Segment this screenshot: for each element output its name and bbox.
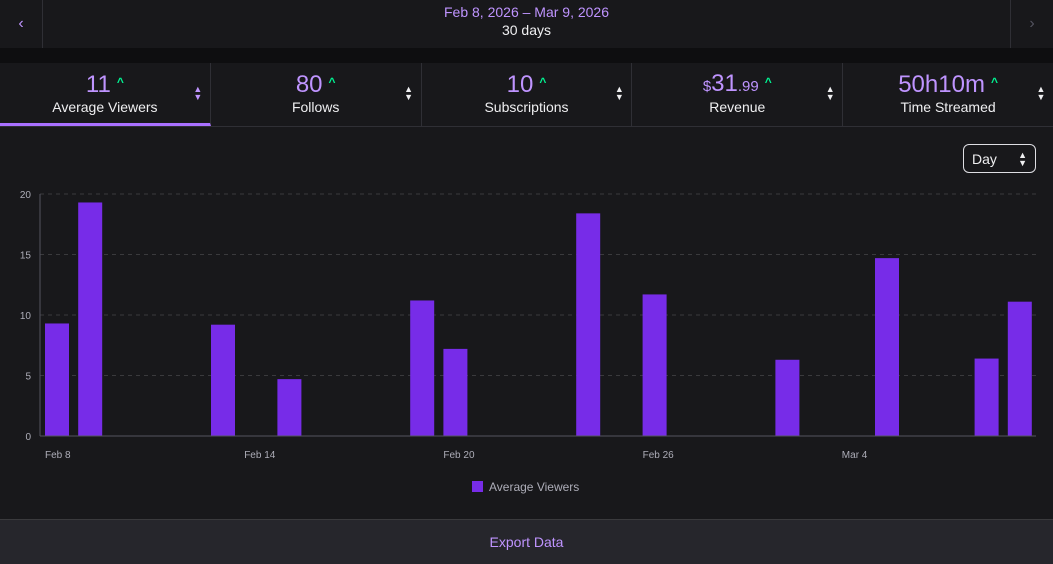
revenue-value: $31.99 (703, 70, 759, 101)
x-tick-label: Mar 4 (842, 450, 868, 461)
bar-mar-5 (875, 258, 899, 436)
sort-icon: ▲ ▼ (614, 84, 624, 102)
x-tick-label: Feb 26 (643, 450, 675, 461)
bar-feb-13 (211, 324, 235, 436)
revenue-cents: .99 (737, 77, 759, 95)
bar-feb-9 (78, 202, 103, 436)
day-count-label: 30 days (501, 22, 552, 38)
revenue-dollars: 31 (711, 69, 738, 97)
trend-up-icon: ^ (328, 75, 336, 89)
stat-tab-time-streamed[interactable]: 50h10m ^ Time Streamed ▲ ▼ (843, 63, 1053, 126)
bar-feb-24 (576, 213, 601, 436)
sort-icon: ▲ ▼ (193, 84, 203, 102)
section-divider (0, 49, 1053, 63)
time-streamed-value: 50h10m (898, 71, 985, 98)
y-tick-label: 15 (20, 251, 32, 262)
chart-bars (45, 202, 1032, 436)
sort-icon: ▲ ▼ (404, 84, 414, 102)
bar-mar-8 (974, 358, 999, 436)
chevron-left-icon: ‹ (18, 15, 24, 32)
bar-feb-15 (277, 379, 302, 436)
granularity-value: Day (972, 150, 997, 167)
trend-up-icon: ^ (539, 75, 547, 89)
date-range-bar: ‹ Feb 8, 2026 – Mar 9, 2026 30 days › (0, 0, 1053, 49)
chart-grid (40, 193, 1036, 376)
sort-icon: ▲ ▼ (825, 84, 835, 102)
chart-legend: Average Viewers (472, 480, 579, 494)
bar-mar-9 (1007, 301, 1032, 436)
x-tick-label: Feb 20 (443, 450, 475, 461)
y-tick-label: 5 (25, 372, 31, 383)
trend-up-icon: ^ (764, 75, 772, 89)
export-data-button[interactable]: Export Data (0, 519, 1053, 564)
bar-mar-2 (775, 359, 800, 436)
sort-icon: ▲ ▼ (1036, 84, 1046, 102)
date-range: Feb 8, 2026 – Mar 9, 2026 30 days (42, 4, 1011, 40)
stat-tab-revenue[interactable]: $31.99 ^ Revenue ▲ ▼ (632, 63, 844, 126)
stat-tabs: 11 ^ Average Viewers ▲ ▼ 80 ^ Follows ▲ ▼ … (0, 63, 1053, 127)
chart-axes: 0 5 10 15 20 Feb 8 Feb 14 Feb 20 Feb 26 Mar 4 (20, 190, 1036, 461)
bar-feb-8 (45, 323, 69, 436)
average-viewers-label: Average Viewers (52, 99, 158, 115)
bar-feb-20 (443, 348, 468, 436)
bar-feb-26 (642, 294, 667, 436)
bar-feb-19 (410, 300, 435, 436)
y-tick-label: 10 (20, 311, 32, 322)
stat-tab-subscriptions[interactable]: 10 ^ Subscriptions ▲ ▼ (422, 63, 633, 126)
subscriptions-value: 10 (506, 71, 534, 98)
legend-swatch (472, 481, 483, 492)
x-tick-label: Feb 14 (244, 450, 276, 461)
revenue-label: Revenue (709, 99, 766, 115)
trend-up-icon: ^ (116, 75, 124, 89)
stat-tab-average-viewers[interactable]: 11 ^ Average Viewers ▲ ▼ (0, 63, 211, 126)
x-tick-label: Feb 8 (45, 450, 71, 461)
select-arrows-icon: ▲ ▼ (1018, 149, 1027, 168)
legend-label: Average Viewers (489, 480, 579, 494)
revenue-currency: $ (702, 77, 712, 95)
average-viewers-value: 11 (85, 71, 111, 98)
trend-up-icon: ^ (990, 75, 998, 89)
follows-label: Follows (291, 99, 340, 115)
stat-tab-follows[interactable]: 80 ^ Follows ▲ ▼ (211, 63, 422, 126)
y-tick-label: 20 (20, 190, 32, 201)
next-period-button[interactable]: › (1010, 0, 1053, 48)
time-streamed-label: Time Streamed (900, 99, 996, 115)
y-tick-label: 0 (25, 432, 31, 443)
chevron-right-icon: › (1029, 15, 1035, 32)
date-range-label: Feb 8, 2026 – Mar 9, 2026 (444, 4, 609, 20)
average-viewers-chart: 0 5 10 15 20 Feb 8 Feb 14 Feb 20 Feb 26 Mar 4 Ave… (20, 190, 1036, 494)
previous-period-button[interactable]: ‹ (0, 0, 43, 48)
subscriptions-label: Subscriptions (484, 99, 569, 115)
follows-value: 80 (295, 71, 323, 98)
granularity-select[interactable]: Day ▲ ▼ (963, 144, 1036, 173)
